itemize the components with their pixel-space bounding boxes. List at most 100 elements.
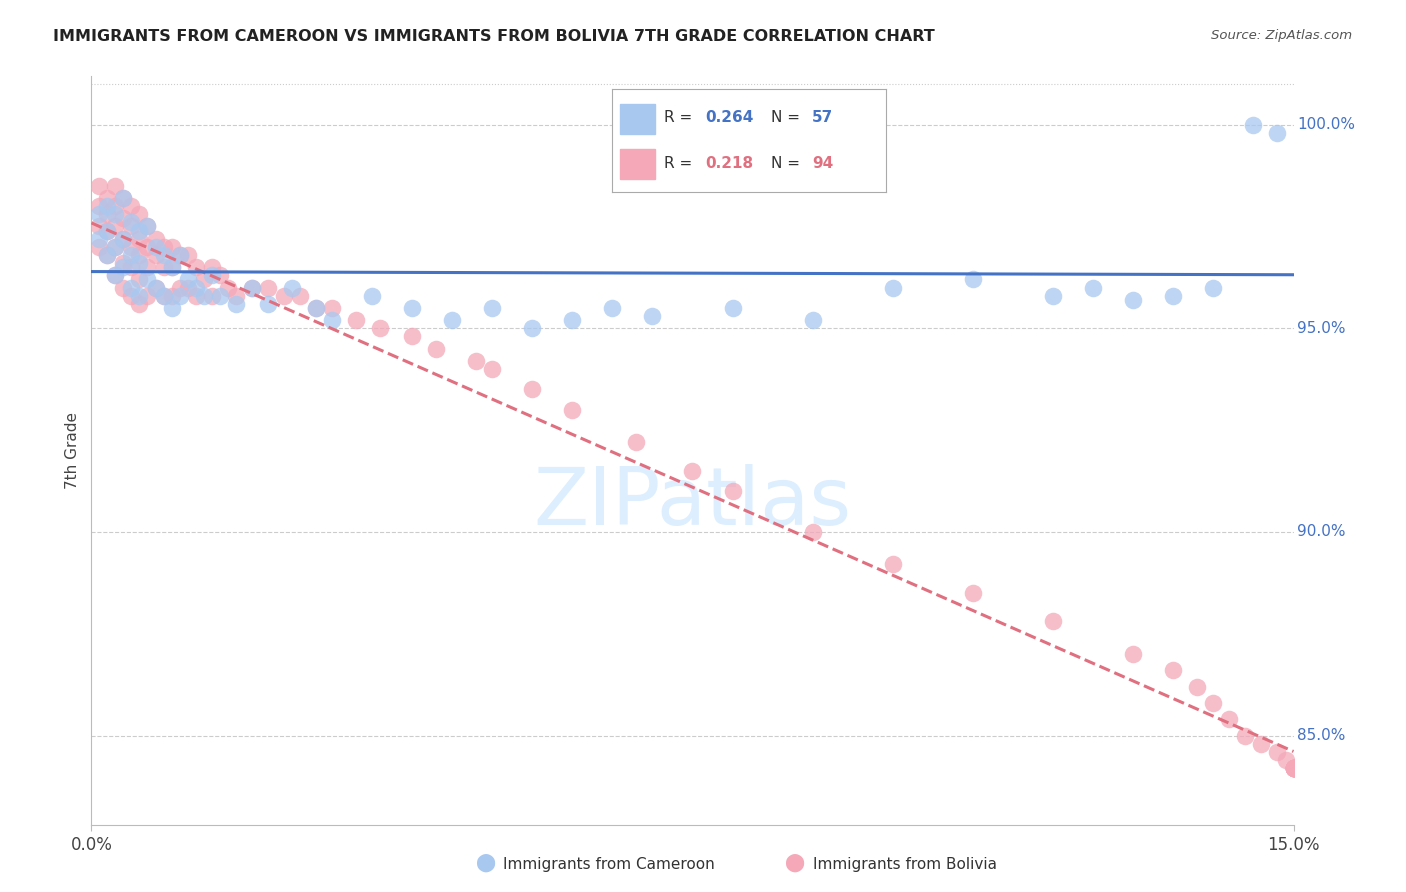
Point — [89, 232, 111, 246]
Point — [1122, 647, 1144, 661]
Point — [401, 301, 423, 315]
Point — [136, 219, 159, 234]
Point — [160, 260, 183, 275]
Point — [1202, 696, 1225, 710]
Point — [240, 280, 263, 294]
Point — [401, 329, 423, 343]
Point — [273, 289, 295, 303]
Point — [145, 232, 167, 246]
Point — [368, 321, 391, 335]
Point — [112, 280, 135, 294]
Point — [225, 289, 247, 303]
Text: IMMIGRANTS FROM CAMEROON VS IMMIGRANTS FROM BOLIVIA 7TH GRADE CORRELATION CHART: IMMIGRANTS FROM CAMEROON VS IMMIGRANTS F… — [53, 29, 935, 44]
Text: ⬤: ⬤ — [785, 854, 804, 872]
Point — [104, 268, 127, 283]
Point — [136, 260, 159, 275]
Point — [1282, 761, 1305, 775]
Point — [112, 191, 135, 205]
Point — [121, 248, 143, 262]
Point — [96, 248, 118, 262]
Point — [1282, 761, 1305, 775]
Point — [1042, 289, 1064, 303]
Point — [176, 248, 198, 262]
Point — [128, 207, 150, 221]
Point — [801, 313, 824, 327]
Point — [136, 272, 159, 286]
Point — [305, 301, 328, 315]
Point — [145, 240, 167, 254]
Text: 100.0%: 100.0% — [1298, 117, 1355, 132]
Point — [1187, 680, 1209, 694]
Text: Immigrants from Cameroon: Immigrants from Cameroon — [503, 857, 716, 872]
Point — [128, 289, 150, 303]
Point — [882, 558, 904, 572]
Point — [561, 402, 583, 417]
Point — [96, 223, 118, 237]
Point — [240, 280, 263, 294]
Point — [112, 191, 135, 205]
Point — [89, 219, 111, 234]
Point — [121, 219, 143, 234]
Point — [136, 289, 159, 303]
Point — [112, 211, 135, 226]
Point — [1282, 761, 1305, 775]
Bar — [620, 149, 655, 179]
Point — [152, 240, 174, 254]
Point — [128, 297, 150, 311]
Text: R =: R = — [664, 155, 697, 170]
Point — [1282, 761, 1305, 775]
Point — [128, 256, 150, 270]
Text: ZIPatlas: ZIPatlas — [533, 464, 852, 542]
Point — [522, 383, 544, 397]
Point — [225, 297, 247, 311]
Text: 0.264: 0.264 — [704, 111, 754, 126]
Point — [288, 289, 311, 303]
Text: N =: N = — [770, 155, 804, 170]
Point — [801, 524, 824, 539]
Point — [360, 289, 382, 303]
Point — [1267, 745, 1289, 759]
Point — [121, 215, 143, 229]
Point — [256, 297, 278, 311]
Point — [481, 362, 503, 376]
Point — [193, 289, 215, 303]
Point — [136, 219, 159, 234]
Point — [1282, 761, 1305, 775]
Point — [112, 260, 135, 275]
Point — [440, 313, 463, 327]
Point — [1163, 289, 1185, 303]
Point — [104, 268, 127, 283]
Point — [882, 280, 904, 294]
Point — [256, 280, 278, 294]
Point — [89, 178, 111, 193]
Text: R =: R = — [664, 111, 697, 126]
Point — [1267, 126, 1289, 140]
Point — [121, 199, 143, 213]
Point — [208, 289, 231, 303]
Point — [1250, 737, 1272, 751]
Point — [104, 178, 127, 193]
Text: ⬤: ⬤ — [475, 854, 495, 872]
Point — [626, 435, 648, 450]
Point — [193, 272, 215, 286]
Point — [1282, 761, 1305, 775]
Point — [1282, 761, 1305, 775]
Point — [128, 223, 150, 237]
Point — [1083, 280, 1105, 294]
Point — [1243, 118, 1265, 132]
Point — [561, 313, 583, 327]
Point — [121, 280, 143, 294]
Point — [89, 199, 111, 213]
Point — [962, 272, 984, 286]
Point — [522, 321, 544, 335]
Point — [169, 248, 191, 262]
Point — [160, 240, 183, 254]
Point — [184, 280, 207, 294]
Point — [305, 301, 328, 315]
Point — [1042, 615, 1064, 629]
Point — [96, 199, 118, 213]
Point — [121, 260, 143, 275]
Point — [104, 240, 127, 254]
Point — [217, 280, 239, 294]
Point — [169, 248, 191, 262]
